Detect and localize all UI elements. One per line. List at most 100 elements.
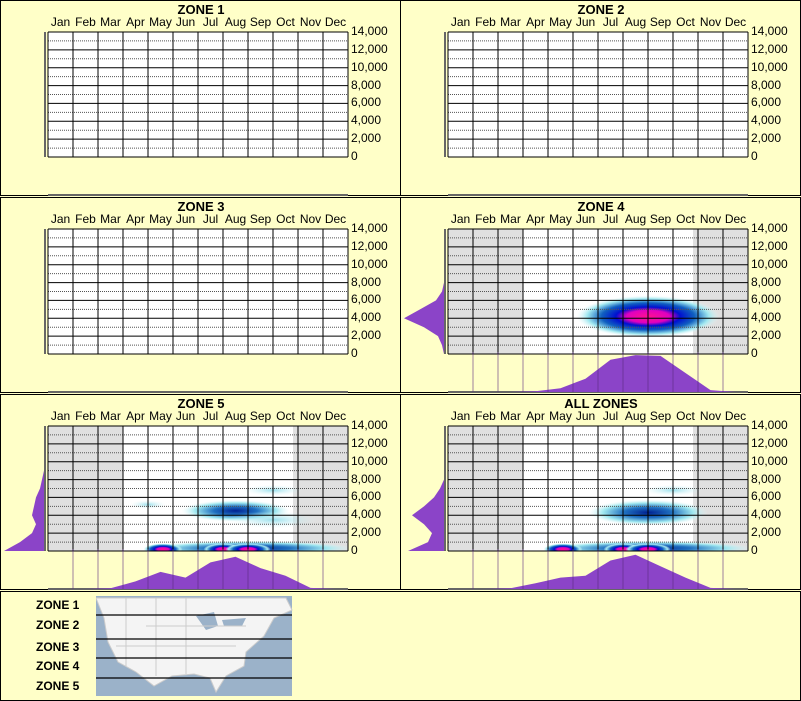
elevation-tick-label: 10,000 [751, 256, 788, 271]
elevation-tick-label: 14,000 [751, 418, 788, 432]
month-tick-label: Nov [299, 212, 322, 226]
elevation-tick-label: 6,000 [751, 292, 782, 307]
elevation-tick-label: 4,000 [751, 310, 782, 325]
panel-all-zones: ALL ZONES Jan Feb Mar Apr May Jun Jul Aug Sep Oct N… [400, 394, 801, 590]
elevation-tick-label: 8,000 [751, 471, 782, 486]
month-tick-label: Mar [500, 15, 521, 29]
month-tick-label: Jul [202, 212, 219, 226]
elevation-tick-label: 10,000 [751, 59, 788, 74]
month-tick-label: May [149, 409, 172, 423]
elevation-tick-label: 2,000 [351, 131, 382, 146]
month-tick-label: Sep [249, 212, 272, 226]
month-tick-label: Nov [299, 15, 322, 29]
month-tick-label: Jul [602, 15, 619, 29]
elevation-tick-label: 0 [751, 346, 758, 360]
month-tick-label: Jun [175, 409, 196, 423]
zone-label-1: ZONE 1 [36, 598, 80, 612]
month-tick-label: Mar [500, 212, 521, 226]
zone-map [96, 596, 293, 696]
month-tick-label: Aug [624, 212, 647, 226]
month-tick-label: Apr [126, 409, 145, 423]
heat-hotspot [143, 543, 183, 551]
zone-label-4: ZONE 4 [36, 659, 80, 673]
month-tick-label: Mar [500, 409, 521, 423]
elevation-tick-label: 8,000 [751, 77, 782, 92]
heatmap-plot [404, 228, 749, 393]
month-tick-label: May [549, 212, 572, 226]
month-tick-label: Aug [624, 409, 647, 423]
month-tick-label: Dec [724, 15, 747, 29]
elevation-tick-label: 10,000 [751, 453, 788, 468]
month-tick-label: Jan [450, 409, 471, 423]
month-tick-label: Jul [602, 212, 619, 226]
elevation-tick-label: 2,000 [751, 525, 782, 540]
elevation-tick-label: 10,000 [351, 256, 388, 271]
heatmap-plot [44, 228, 349, 393]
shaded-month [73, 426, 98, 551]
month-tick-label: Sep [649, 15, 672, 29]
month-tick-label: Feb [75, 15, 96, 29]
panel-title: ZONE 2 [577, 2, 625, 17]
shaded-month [723, 229, 748, 354]
month-tick-label: Mar [100, 409, 121, 423]
month-tick-label: Sep [249, 409, 272, 423]
elevation-tick-label: 0 [351, 149, 358, 163]
month-tick-label: Jul [202, 409, 219, 423]
month-tick-label: Jun [575, 409, 596, 423]
panel-zone-5: ZONE 5 Jan Feb Mar Apr May Jun Jul Aug Sep Oct Nov D… [0, 394, 401, 590]
month-tick-label: Aug [624, 15, 647, 29]
month-tick-label: Jan [50, 212, 71, 226]
shaded-month [473, 426, 498, 551]
month-tick-label: Apr [526, 212, 545, 226]
month-tick-label: Oct [276, 15, 295, 29]
zone-label-3: ZONE 3 [36, 640, 80, 654]
elevation-tick-label: 4,000 [751, 507, 782, 522]
month-tick-label: May [549, 409, 572, 423]
month-tick-label: Sep [249, 15, 272, 29]
elevation-tick-label: 12,000 [351, 238, 388, 253]
elevation-distribution [408, 426, 444, 551]
month-tick-label: Apr [126, 15, 145, 29]
month-tick-label: Dec [724, 409, 747, 423]
month-tick-label: May [549, 15, 572, 29]
panel-title: ZONE 1 [177, 2, 225, 17]
heat-hotspot [543, 543, 583, 551]
elevation-distribution [404, 229, 444, 354]
panel-zone-1: ZONE 1 Jan Feb Mar Apr May Jun Jul Aug Sep Oct Nov D… [0, 0, 401, 196]
elevation-tick-label: 4,000 [351, 507, 382, 522]
elevation-tick-label: 14,000 [751, 221, 788, 235]
month-tick-label: Mar [100, 212, 121, 226]
elevation-tick-label: 14,000 [351, 24, 388, 38]
panel-zone-4: ZONE 4 Jan Feb Mar Apr May Jun Jul Aug Sep Oct Nov D… [400, 197, 801, 393]
month-tick-label: Dec [724, 212, 747, 226]
month-tick-label: Oct [276, 212, 295, 226]
elevation-tick-label: 8,000 [351, 274, 382, 289]
month-tick-label: Jul [202, 15, 219, 29]
elevation-tick-label: 6,000 [351, 95, 382, 110]
month-tick-label: Aug [224, 15, 247, 29]
elevation-distribution [4, 426, 44, 551]
month-tick-label: Jan [450, 212, 471, 226]
month-tick-label: Oct [276, 409, 295, 423]
month-tick-label: Dec [324, 409, 347, 423]
elevation-tick-label: 6,000 [751, 489, 782, 504]
elevation-tick-label: 0 [751, 543, 758, 557]
month-tick-label: Sep [649, 409, 672, 423]
month-tick-label: Jan [50, 15, 71, 29]
month-tick-label: Jun [175, 15, 196, 29]
elevation-tick-label: 0 [751, 149, 758, 163]
month-tick-label: Apr [126, 212, 145, 226]
heatmap-plot [444, 31, 749, 196]
month-tick-label: Apr [526, 409, 545, 423]
elevation-tick-label: 6,000 [351, 292, 382, 307]
month-tick-label: Sep [649, 212, 672, 226]
elevation-tick-label: 10,000 [351, 59, 388, 74]
elevation-tick-label: 2,000 [351, 525, 382, 540]
month-tick-label: Feb [475, 15, 496, 29]
month-tick-label: Feb [75, 212, 96, 226]
month-tick-label: Nov [699, 409, 722, 423]
elevation-tick-label: 4,000 [351, 113, 382, 128]
elevation-tick-label: 6,000 [351, 489, 382, 504]
elevation-tick-label: 2,000 [751, 131, 782, 146]
